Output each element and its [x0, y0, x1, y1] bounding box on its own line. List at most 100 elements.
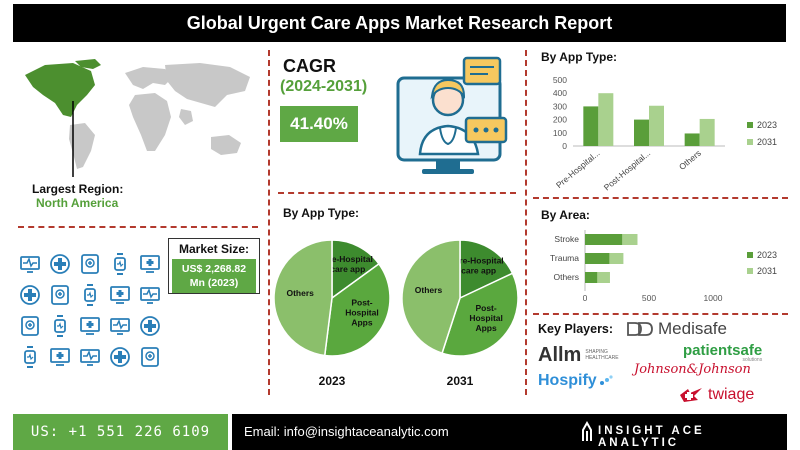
heartbeat-icon: [80, 349, 100, 366]
doctor-icon: [51, 285, 69, 305]
divider-center-horizontal: [278, 192, 516, 194]
cagr-period: (2024-2031): [280, 78, 368, 95]
twiage-logo: twiage: [676, 386, 754, 404]
johnson-johnson-logo: Johnson&Johnson: [634, 362, 751, 377]
divider-left-horizontal: [18, 226, 258, 228]
pie-2023-label-others: Others: [286, 288, 314, 298]
screen-medical-icon: [140, 255, 160, 273]
vertical-bar-chart: 0 100 200 300 400 500 Pre-Hospital... Post-Hosp…: [553, 75, 777, 193]
doctor-monitor-illustration: [396, 56, 508, 174]
cagr-value: 41.40%: [280, 106, 358, 142]
shield-cross-icon: [54, 315, 66, 337]
vbar-2031-bar: [649, 105, 664, 146]
vbar-legend-label-2023: 2023: [757, 120, 777, 130]
vbar-2023-bar: [684, 133, 700, 146]
hbar-2023-bar: [585, 234, 623, 245]
hbar-legend-swatch-2023: [747, 252, 753, 258]
doctor-coat: [418, 124, 480, 156]
vbar-y-tick-label: 300: [553, 101, 567, 111]
vbar-legend-label-2031: 2031: [757, 137, 777, 147]
vbar-2031-bar: [598, 93, 614, 146]
allm-name: Allm: [538, 343, 582, 366]
pie-2023-slice-post-hospital: [323, 262, 391, 357]
user-circle-icon: [110, 318, 130, 335]
vbar-category-label: Others: [677, 148, 703, 172]
insightace-logo-icon: [582, 421, 592, 441]
vbar-2023-bar: [634, 119, 649, 146]
pie-2031-slice-pre-hospital: [459, 239, 514, 300]
hbar-category-label: Stroke: [554, 234, 579, 244]
vbar-legend-swatch-2031: [747, 139, 753, 145]
pie-2031-slice-post-hospital: [441, 272, 519, 357]
market-size-value-line2: Mn (2023): [189, 277, 239, 289]
allm-logo: Allm SHAPING HEALTHCARE: [538, 344, 623, 366]
patientsafe-logo: patientsafe solutions: [683, 342, 762, 363]
pie-section-title: By App Type:: [283, 206, 360, 220]
stethoscope-icon: [110, 286, 130, 304]
medisafe-logo: Medisafe: [625, 318, 727, 340]
laptop-medical-icon: [50, 348, 70, 366]
vbar-2023-bar: [583, 106, 599, 146]
hbar-legend-swatch-2031: [747, 268, 753, 274]
vbar-2031-bar: [699, 118, 715, 146]
doctor-hair: [430, 78, 466, 100]
australia-shape: [211, 135, 241, 155]
market-size-label: Market Size:: [178, 242, 250, 256]
india-shape: [179, 109, 193, 125]
tablet-medical-icon: [81, 254, 99, 274]
hbar-category-label: Trauma: [550, 253, 579, 263]
chat-medical-icon: [20, 285, 40, 305]
vbar-y-tick-label: 400: [553, 88, 567, 98]
footer-brand: INSIGHT ACE ANALYTIC: [598, 425, 705, 449]
pill-phone-icon: [140, 287, 160, 304]
vbar-y-tick-label: 0: [562, 141, 567, 151]
hospify-logo: Hospify: [538, 372, 613, 390]
medisafe-name: Medisafe: [658, 319, 727, 338]
smartwatch-icon: [114, 253, 126, 275]
market-size-value-line1: US$ 2,268.82: [181, 263, 247, 275]
south-america-shape: [69, 123, 95, 169]
footer-bar: Email: info@insightaceanalytic.com INSIG…: [232, 414, 787, 450]
icon-grid: [18, 252, 168, 372]
hospify-dots-icon: [599, 375, 613, 385]
asia-shape: [165, 63, 250, 107]
pie-2031-slice-others: [401, 239, 461, 355]
stethoscope-line: [439, 127, 457, 146]
monitor-stand: [422, 169, 474, 174]
hospify-name: Hospify: [538, 372, 597, 389]
market-size-value: US$ 2,268.82 Mn (2023): [172, 259, 256, 293]
hbar-2023-bar: [585, 272, 598, 283]
divider-left: [268, 50, 270, 395]
vbar-y-tick-label: 500: [553, 75, 567, 85]
chat-bubble-top: [462, 56, 502, 86]
footer-email[interactable]: Email: info@insightaceanalytic.com: [244, 424, 449, 439]
vbar-y-tick-label: 100: [553, 128, 567, 138]
footer-phone[interactable]: US: +1 551 226 6109: [13, 414, 228, 450]
north-america-shape: [25, 63, 95, 117]
headset-doctor-icon: [24, 346, 36, 368]
hbar-x-tick-label: 500: [642, 293, 656, 303]
vbar-legend-swatch-2023: [747, 122, 753, 128]
pie-2023-slice-pre-hospital: [331, 239, 380, 300]
patientsafe-tagline: solutions: [742, 357, 763, 363]
market-size-box: Market Size: US$ 2,268.82 Mn (2023): [168, 238, 260, 294]
hbar-2023-bar: [585, 253, 610, 264]
pie-2031-label-pre-hospital: Pre-Hospital care app: [454, 256, 504, 276]
twiage-cross-icon: [680, 388, 702, 402]
first-aid-kit-icon: [141, 347, 159, 367]
key-players-title: Key Players:: [538, 322, 614, 336]
bar-section-title: By App Type:: [541, 50, 618, 64]
medisafe-mark-icon: [627, 322, 653, 336]
report-title: Global Urgent Care Apps Market Research …: [13, 4, 786, 42]
pie-2023-label-post-hospital: Post-Hospital Apps: [345, 298, 379, 328]
largest-region-label: Largest Region:: [32, 182, 124, 196]
monitor-heart-icon: [20, 256, 40, 273]
hbar-2031-bar: [585, 272, 610, 283]
doctor-screen-icon: [110, 347, 130, 367]
vbar-y-tick-label: 200: [553, 115, 567, 125]
clipboard-icon: [21, 316, 39, 336]
europe-shape: [125, 67, 173, 89]
divider-right-horizontal-2: [533, 313, 788, 315]
vbar-category-label: Post-Hospital...: [602, 148, 653, 193]
twiage-name: twiage: [708, 386, 755, 403]
